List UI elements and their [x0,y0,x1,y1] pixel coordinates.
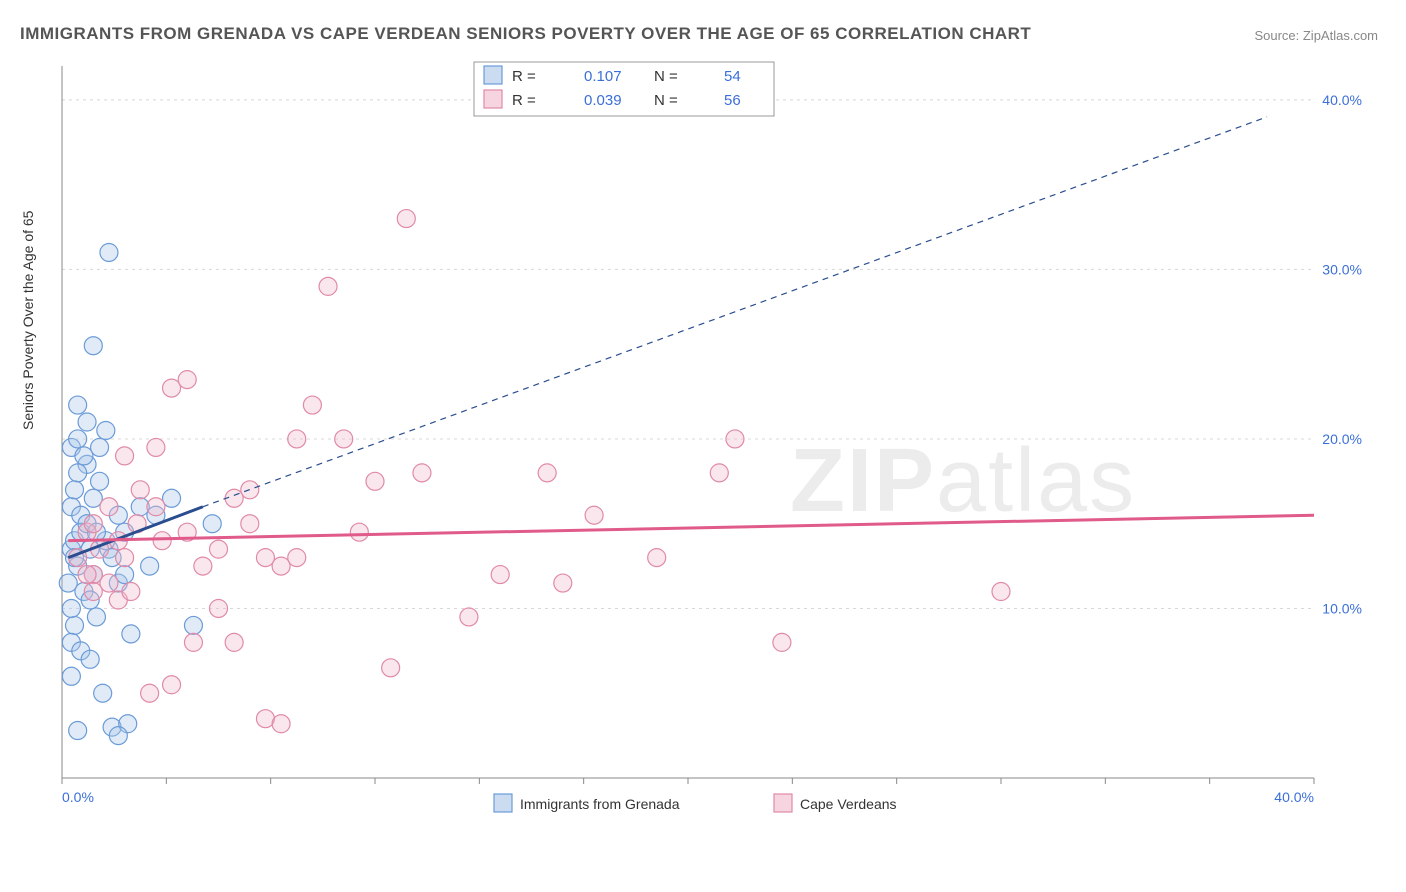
svg-text:Immigrants from Grenada: Immigrants from Grenada [520,796,680,812]
scatter-chart-svg: 0.0% 40.0% 10.0% 20.0% 30.0% 40.0% R = 0.107 N =… [54,58,1374,818]
svg-text:0.107: 0.107 [584,68,622,85]
svg-text:Cape Verdeans: Cape Verdeans [800,796,897,812]
y-axis-label: Seniors Poverty Over the Age of 65 [20,211,36,430]
svg-text:10.0%: 10.0% [1322,600,1362,616]
svg-text:N =: N = [654,92,678,109]
svg-text:40.0%: 40.0% [1274,789,1314,805]
svg-text:0.039: 0.039 [584,92,622,109]
svg-text:56: 56 [724,92,741,109]
chart-title: IMMIGRANTS FROM GRENADA VS CAPE VERDEAN … [20,24,1031,44]
svg-text:20.0%: 20.0% [1322,431,1362,447]
svg-text:30.0%: 30.0% [1322,261,1362,277]
svg-text:N =: N = [654,68,678,85]
svg-text:R =: R = [512,68,536,85]
svg-text:0.0%: 0.0% [62,789,94,805]
source-label: Source: ZipAtlas.com [1254,28,1378,43]
svg-text:40.0%: 40.0% [1322,92,1362,108]
svg-text:54: 54 [724,68,741,85]
svg-text:R =: R = [512,92,536,109]
chart-area: 0.0% 40.0% 10.0% 20.0% 30.0% 40.0% R = 0.107 N =… [54,58,1374,818]
